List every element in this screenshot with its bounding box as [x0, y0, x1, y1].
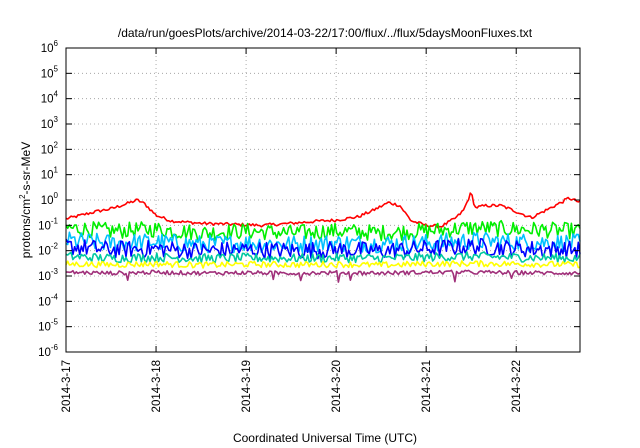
grid-lines	[66, 48, 580, 352]
y-tick-label: 100	[41, 191, 59, 207]
y-axis-label-sup: 2	[18, 194, 27, 199]
y-tick-label: 10-6	[38, 343, 58, 359]
y-tick-label: 101	[41, 166, 59, 182]
y-axis-label-rest: -s-sr-MeV	[19, 142, 33, 195]
y-tick-label: 105	[41, 64, 59, 80]
series-line	[65, 238, 581, 260]
x-tick-label: 2014-3-20	[331, 360, 343, 412]
x-tick-label: 2014-3-17	[61, 360, 73, 412]
series-line	[65, 259, 581, 269]
chart-title: /data/run/goesPlots/archive/2014-03-22/1…	[118, 26, 533, 40]
x-axis-label: Coordinated Universal Time (UTC)	[233, 431, 417, 445]
y-tick-label: 106	[41, 39, 59, 55]
series-lines	[65, 192, 581, 283]
series-line	[65, 269, 581, 283]
series-line	[65, 219, 581, 242]
x-axis-ticks: 2014-3-17 2014-3-18 2014-3-19 2014-3-20 2014…	[61, 48, 523, 412]
y-axis-label-base: protons/cm	[19, 199, 33, 258]
series-line	[65, 192, 581, 229]
series-line	[65, 251, 581, 264]
y-tick-label: 10-1	[38, 216, 58, 232]
y-tick-label: 102	[41, 140, 59, 156]
y-axis-ticks: 10-6 10-5 10-4 10-3 10-2 10-1 100 101 102 103 104 1…	[38, 39, 580, 359]
y-tick-label: 104	[41, 90, 59, 106]
y-tick-label: 103	[41, 115, 59, 131]
series-line	[65, 231, 581, 254]
x-tick-label: 2014-3-19	[241, 360, 253, 412]
y-tick-label: 10-3	[38, 267, 58, 283]
y-axis-label: protons/cm2-s-sr-MeV	[18, 142, 33, 258]
y-tick-label: 10-4	[38, 292, 58, 308]
x-tick-label: 2014-3-21	[421, 360, 433, 412]
x-tick-label: 2014-3-22	[511, 360, 523, 412]
y-tick-label: 10-2	[38, 242, 58, 258]
x-tick-label: 2014-3-18	[151, 360, 163, 412]
y-tick-label: 10-5	[38, 318, 58, 334]
